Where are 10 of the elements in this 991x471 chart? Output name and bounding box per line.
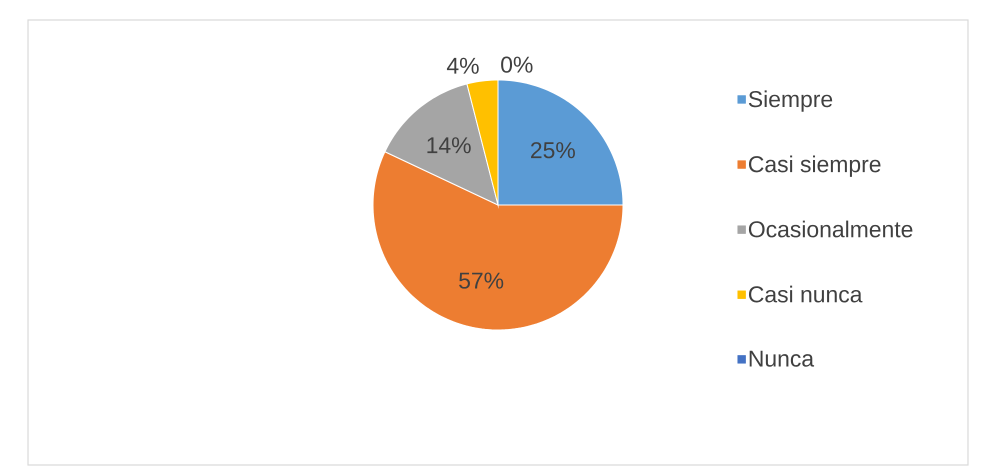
text: 0% <box>501 56 533 73</box>
legend-label: Ocasionalmente <box>748 220 912 238</box>
data-label: 57% <box>459 272 504 289</box>
legend-label: Nunca <box>750 350 814 367</box>
data-label: 25% <box>531 142 575 158</box>
legend-label: Casi nunca <box>749 286 862 302</box>
data-label: 4% <box>446 58 479 74</box>
legend-label: Casi siempre <box>749 156 880 177</box>
data-label: 14% <box>427 137 471 154</box>
legend-label: Siempre <box>748 90 832 112</box>
